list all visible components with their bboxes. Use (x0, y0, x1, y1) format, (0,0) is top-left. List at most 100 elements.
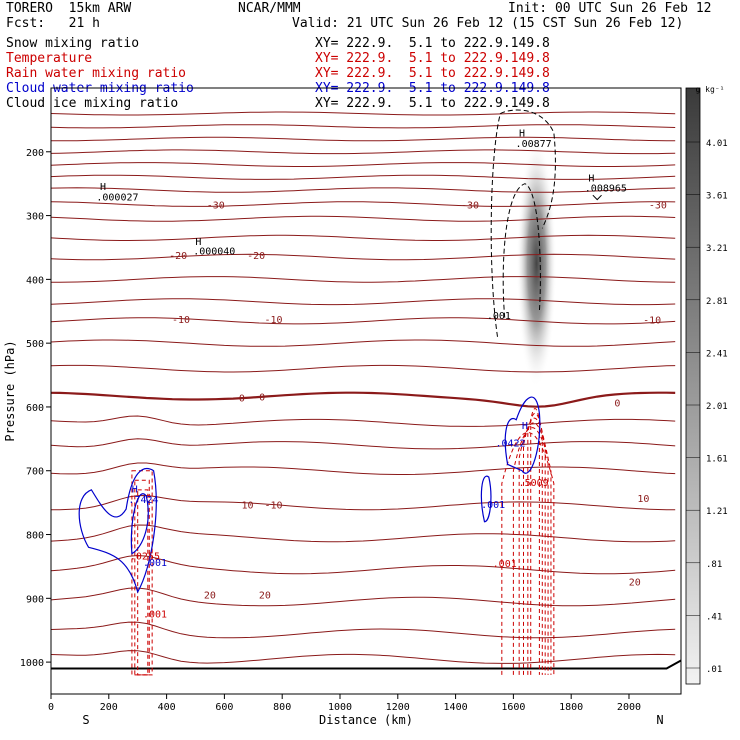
legend-snow-xy: XY= 222.9. 5.1 to 222.9.149.8 (315, 36, 550, 51)
temperature-label: -20 (169, 251, 187, 262)
temperature-label: -10 (172, 315, 190, 326)
snow-contour (502, 183, 541, 318)
contour-value-label: H (588, 173, 594, 184)
contour-value-label: .00877 (516, 139, 552, 150)
temperature-label: 0 (614, 398, 620, 409)
ice-contour (490, 109, 556, 337)
temperature-label: -20 (247, 251, 265, 262)
contour-value-label: H (519, 129, 525, 140)
rain-contour (137, 489, 149, 676)
x-tick-label: 800 (273, 702, 291, 713)
colorbar-tick-label: 3.61 (706, 192, 728, 202)
x-tick-label: 1000 (328, 702, 352, 713)
temperature-label: -0 (233, 393, 245, 404)
y-tick-label: 1000 (20, 658, 44, 669)
contour-value-label: .000027 (96, 192, 138, 203)
isotherm-line (51, 253, 676, 261)
x-tick-label: 1600 (501, 702, 525, 713)
isotherm-line (51, 174, 676, 180)
valid-time: Valid: 21 UTC Sun 26 Feb 12 (15 CST Sun … (292, 16, 684, 31)
isotherm-line (51, 234, 676, 241)
colorbar-gradient (685, 87, 701, 685)
isotherm-line (51, 339, 676, 347)
north-label: N (656, 713, 663, 727)
rain-contour (523, 417, 546, 675)
rain-contour (530, 408, 540, 675)
isotherm-line (51, 587, 676, 607)
colorbar-tick-label: 1.61 (706, 455, 728, 465)
rain-contour (527, 412, 543, 675)
colorbar: 4.01 3.61 3.21 2.81 2.41 2.01 1.61 1.21 .81 .41 .0… (685, 87, 728, 685)
x-tick-label: 200 (100, 702, 118, 713)
colorbar-tick-label: 3.21 (706, 244, 728, 254)
contour-value-label: .0255 (130, 552, 160, 563)
isotherm-line (51, 554, 676, 575)
y-tick-label: 300 (26, 212, 44, 223)
contour-value-label: .001 (481, 500, 505, 511)
cloud-water-contour (78, 468, 157, 594)
axes: 0 200 400 600 800 1000 1200 1400 1600 1800 2000200… (20, 148, 641, 713)
temperature-label: 20 (204, 590, 216, 601)
temperature-label: -0 (253, 393, 265, 404)
rain-contour (134, 479, 150, 676)
legend-cloud-ice: Cloud ice mixing ratio (6, 96, 179, 111)
y-tick-label: 900 (26, 594, 44, 605)
init-time: Init: 00 UTC Sun 26 Feb 12 (508, 1, 712, 16)
x-tick-label: 600 (215, 702, 233, 713)
contour-value-label: H (132, 485, 138, 496)
cloud-water-contour (130, 493, 149, 555)
y-tick-label: 200 (26, 148, 44, 159)
x-tick-label: 1200 (386, 702, 410, 713)
y-tick-label: 700 (26, 467, 44, 478)
contour-value-label: .0422 (495, 439, 525, 450)
y-tick-label: 600 (26, 403, 44, 414)
isotherm-line (51, 415, 676, 427)
isotherm-line (51, 124, 676, 129)
colorbar-tick-label: .81 (706, 560, 722, 570)
y-tick-label: 500 (26, 339, 44, 350)
colorbar-tick-label: 4.01 (706, 139, 728, 149)
colorbar-unit: g kg⁻¹ (696, 85, 725, 94)
colorbar-tick-label: 1.21 (706, 507, 728, 517)
isotherm-line (51, 364, 676, 373)
rain-contour (131, 470, 153, 676)
temperature-label: 10 (637, 494, 649, 505)
x-tick-label: 400 (158, 702, 176, 713)
isotherm-line (51, 215, 676, 222)
legend-snow: Snow mixing ratio (6, 36, 140, 51)
temperature-label: -30 (461, 201, 479, 212)
temperature-label: -10 (264, 315, 282, 326)
y-axis-label: Pressure (hPa) (3, 340, 17, 441)
isotherm-line (51, 650, 676, 664)
isotherm-line (51, 187, 676, 193)
contour-value-label: .001 (487, 311, 511, 322)
model-title: TORERO 15km ARW (6, 1, 132, 16)
x-axis-label: Distance (km) (319, 713, 413, 727)
cloud-water-contour (504, 396, 541, 474)
contour-value-label: .7424 (128, 495, 158, 506)
plot-frame (50, 87, 682, 695)
temperature-label: -30 (207, 201, 225, 212)
isotherm-line (51, 276, 676, 283)
legend-rain-xy: XY= 222.9. 5.1 to 222.9.149.8 (315, 66, 550, 81)
x-tick-label: 1800 (559, 702, 583, 713)
colorbar-tick-label: 2.01 (706, 402, 728, 412)
temperature-label: -10 (643, 316, 661, 327)
y-tick-label: 400 (26, 275, 44, 286)
snow-contour (592, 194, 602, 201)
isotherm-line (51, 621, 676, 639)
isotherm-line (51, 136, 676, 142)
colorbar-tick-label: 2.81 (706, 297, 728, 307)
rain-contour (512, 427, 552, 675)
temperature-label: 10 (241, 501, 253, 512)
cloud-water-contour (480, 475, 492, 523)
contour-value-label: .5009 (519, 478, 549, 489)
isotherm-line (51, 298, 676, 306)
isotherm-line (51, 524, 676, 543)
isotherm-line (51, 391, 676, 408)
contour-value-label: .001 (493, 559, 517, 570)
x-tick-label: 2000 (617, 702, 641, 713)
isotherm-line (51, 201, 676, 207)
contour-value-label: .001 (143, 610, 167, 621)
y-tick-label: 800 (26, 531, 44, 542)
